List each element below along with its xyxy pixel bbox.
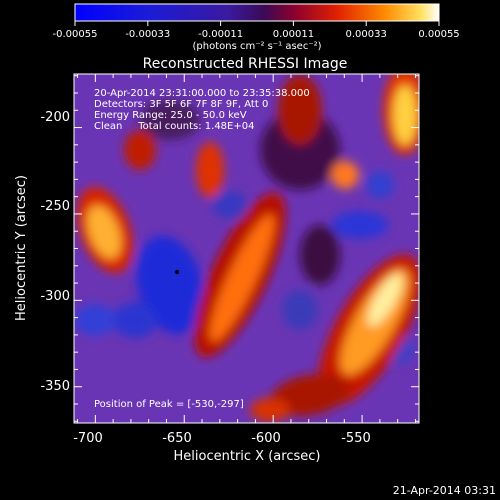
colorbar [74, 3, 440, 22]
x-tick-label: -550 [341, 431, 371, 446]
colorbar-unit-label: (photons cm⁻² s⁻¹ asec⁻²) [192, 41, 321, 52]
y-tick-label: -250 [40, 199, 70, 214]
info-line-time: 20-Apr-2014 23:31:00.000 to 23:35:38.000 [94, 88, 310, 99]
plot-title: Reconstructed RHESSI Image [143, 56, 348, 72]
colorbar-tick-label: 0.00033 [346, 29, 387, 40]
colorbar-tick-label: -0.00011 [198, 29, 243, 40]
info-line-counts: Clean Total counts: 1.48E+04 [94, 121, 254, 132]
colorbar-tick-label: -0.00033 [125, 29, 170, 40]
peak-position-label: Position of Peak = [-530,-297] [94, 399, 244, 410]
info-line-energy: Energy Range: 25.0 - 50.0 keV [94, 110, 247, 121]
info-line-detectors: Detectors: 3F 5F 6F 7F 8F 9F, Att 0 [94, 99, 268, 110]
generation-timestamp: 21-Apr-2014 03:31 [393, 484, 496, 497]
heatmap [74, 74, 419, 423]
axis-ticks [74, 74, 419, 423]
x-tick-label: -600 [251, 431, 281, 446]
y-tick-label: -350 [40, 379, 70, 394]
x-axis-title: Heliocentric X (arcsec) [174, 449, 321, 464]
x-tick-label: -700 [73, 431, 103, 446]
y-tick-label: -300 [40, 289, 70, 304]
colorbar-ticks [74, 21, 440, 26]
y-tick-label: -200 [40, 110, 70, 125]
info-overlay: 20-Apr-2014 23:31:00.000 to 23:35:38.000… [94, 88, 310, 410]
colorbar-tick-label: 0.00011 [273, 29, 314, 40]
colorbar-tick-label: 0.00055 [418, 29, 459, 40]
x-tick-label: -650 [162, 431, 192, 446]
colorbar-tick-labels: -0.00055 -0.00033 -0.00011 0.00011 0.00033 0.… [53, 29, 460, 40]
colorbar-tick-label: -0.00055 [53, 29, 98, 40]
y-axis-title: Heliocentric Y (arcsec) [14, 175, 29, 321]
